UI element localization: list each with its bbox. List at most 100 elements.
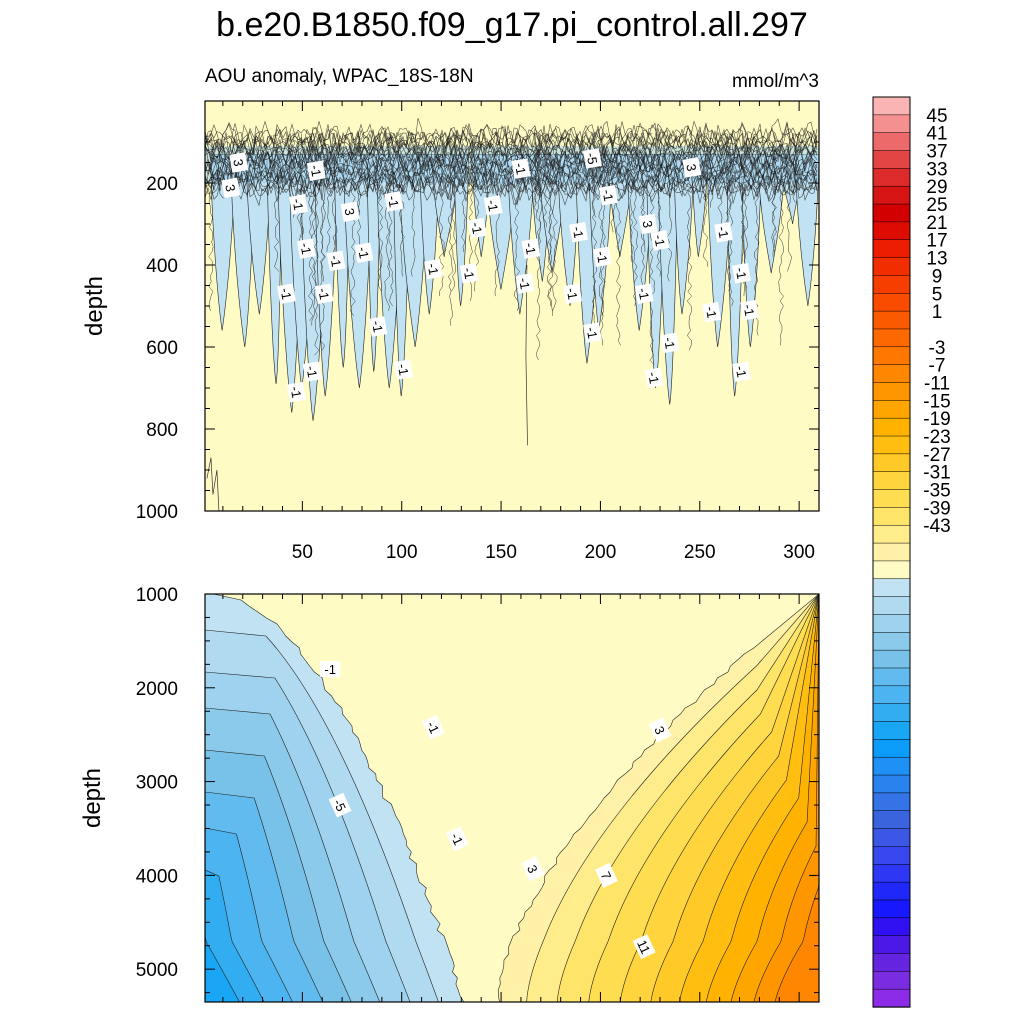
contour-label-box (592, 246, 612, 268)
colorbar-cell (872, 417, 911, 437)
contour-label-box (732, 361, 751, 382)
negative-anomaly-region (673, 154, 695, 315)
contour-line (447, 133, 454, 326)
contour-label-box (459, 262, 479, 284)
contour-label-text: -1 (733, 266, 750, 280)
contour-label-text: -1 (369, 320, 386, 334)
contour-line (320, 133, 326, 282)
colorbar-cell (872, 988, 911, 1008)
contour-line (205, 125, 818, 162)
colorbar-cell (872, 703, 911, 723)
colorbar-label: -19 (923, 409, 950, 430)
colorbar-cell (872, 935, 911, 955)
contour-line (205, 156, 818, 193)
contour-label: 3 (229, 152, 249, 173)
negative-anomaly-region (741, 154, 762, 348)
contour-label: -1 (660, 332, 680, 354)
colorbar-label: 45 (926, 106, 947, 127)
contour-label-box (569, 221, 589, 243)
contour-label-text: -1 (460, 266, 477, 280)
contour-label: -1 (459, 262, 479, 284)
contour-label-box (648, 717, 672, 743)
colorbar-cell (872, 435, 911, 455)
contour-label: -1 (384, 191, 404, 212)
colorbar-cell (872, 221, 911, 241)
colorbar-cell (872, 275, 911, 294)
upper-ticks: 50 100 150 200 250 300 200 400 600 800 1000 (136, 101, 820, 563)
contour-line (610, 133, 617, 233)
colorbar-cell (872, 560, 911, 580)
contour-label: -1 (598, 185, 618, 206)
contour-label: 3 (521, 856, 545, 882)
contour-line (473, 133, 480, 292)
contour-label: -1 (320, 661, 341, 678)
contour-label-text: -1 (570, 225, 587, 239)
contour-label: -1 (314, 283, 334, 304)
contour-label-box (650, 230, 670, 251)
lower-y-axis-label: depth (79, 768, 106, 828)
contour-label-box (340, 201, 360, 222)
contour-line (399, 133, 405, 277)
contour-label: -1 (515, 273, 535, 294)
contour-line (356, 133, 362, 213)
colorbar-cell (872, 864, 911, 883)
contour-label-box (286, 381, 306, 403)
contour-line (791, 133, 797, 203)
contour-label-text: -1 (512, 162, 529, 176)
contour-label: -1 (422, 714, 445, 740)
colorbar-cell (872, 756, 911, 776)
colorbar-cell (872, 382, 911, 401)
contour-label: -1 (277, 283, 296, 304)
colorbar-label: -43 (923, 516, 950, 537)
contour-label-text: -1 (484, 199, 501, 213)
contour-label-box (221, 177, 241, 199)
colorbar-cell (872, 239, 911, 259)
contour-label-text: -5 (584, 151, 601, 165)
contour-line (702, 133, 709, 267)
contour-line (439, 133, 445, 297)
colorbar-label: -23 (923, 427, 950, 448)
contour-label: -1 (650, 230, 670, 251)
contour-label-text: -1 (522, 242, 539, 256)
contour-label-box (368, 316, 388, 337)
contour-label-text: 3 (342, 207, 358, 217)
colorbar-label: 1 (932, 302, 943, 323)
contour-label: -1 (583, 322, 602, 343)
colorbar-label: -3 (929, 338, 946, 359)
contour-label: -1 (634, 283, 654, 304)
contour-label-box (483, 195, 503, 216)
colorbar-cell (872, 400, 911, 419)
contour-label-text: -1 (424, 719, 442, 736)
positive-contour-band (774, 594, 819, 1002)
contour-label: 7 (594, 862, 618, 888)
contour-label-text: -1 (715, 225, 732, 239)
contour-label-box (328, 792, 352, 818)
y-tick-label: 1000 (136, 502, 178, 523)
contour-label: -1 (563, 283, 583, 304)
lower-panel-frame (204, 593, 820, 1003)
contour-label-text: -1 (645, 371, 662, 385)
contour-label: -1 (702, 301, 722, 323)
negative-contour-band (205, 594, 293, 1002)
contour-line (535, 133, 541, 361)
contour-label-text: 11 (634, 938, 653, 957)
contour-label-box (598, 185, 618, 206)
contour-label: -1 (467, 217, 487, 239)
colorbar-label: 5 (932, 284, 943, 305)
colorbar-cell (872, 810, 911, 830)
contour-line (470, 133, 476, 184)
contour-label: -1 (296, 238, 316, 259)
contour-label-box (682, 157, 702, 178)
contour-label-text: -1 (599, 188, 616, 202)
contour-label-box (326, 250, 346, 272)
contour-label-box (632, 934, 656, 960)
colorbar-cell (872, 168, 911, 187)
contour-label: -5 (328, 792, 352, 818)
colorbar-cell (872, 881, 911, 901)
x-tick-label: 100 (386, 542, 418, 563)
lower-ticks: 1000 2000 3000 4000 5000 (136, 585, 820, 1002)
contour-label-box (563, 283, 583, 304)
colorbar-cell (872, 471, 911, 491)
contour-label-box (277, 283, 296, 304)
contour-label-text: 3 (640, 219, 656, 229)
